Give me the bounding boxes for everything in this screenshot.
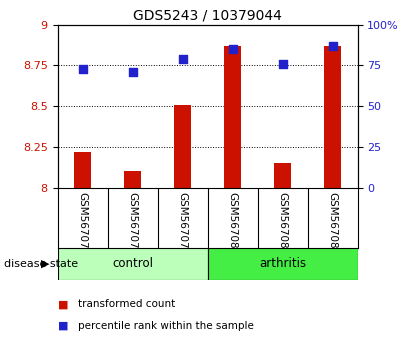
Text: GSM567081: GSM567081	[277, 193, 288, 256]
Bar	[74, 152, 91, 188]
Bar	[174, 104, 191, 188]
Bar	[274, 163, 291, 188]
Text: ■: ■	[58, 321, 68, 331]
Text: GSM567076: GSM567076	[178, 193, 187, 256]
Point	[179, 56, 186, 62]
Text: GSM567082: GSM567082	[328, 193, 337, 256]
Point	[79, 66, 86, 72]
Text: control: control	[112, 257, 153, 270]
Text: arthritis: arthritis	[259, 257, 306, 270]
Bar	[224, 46, 241, 188]
Text: GSM567080: GSM567080	[228, 193, 238, 256]
Bar	[124, 171, 141, 188]
Text: ▶: ▶	[41, 259, 49, 269]
Bar	[58, 248, 208, 280]
Point	[129, 69, 136, 75]
Point	[229, 46, 236, 52]
Title: GDS5243 / 10379044: GDS5243 / 10379044	[133, 8, 282, 22]
Text: GSM567075: GSM567075	[127, 193, 138, 256]
Point	[279, 61, 286, 67]
Text: transformed count: transformed count	[78, 299, 175, 309]
Point	[329, 43, 336, 49]
Bar	[324, 46, 341, 188]
Text: percentile rank within the sample: percentile rank within the sample	[78, 321, 254, 331]
Text: ■: ■	[58, 299, 68, 309]
Text: disease state: disease state	[4, 259, 78, 269]
Text: GSM567074: GSM567074	[78, 193, 88, 256]
Bar	[208, 248, 358, 280]
